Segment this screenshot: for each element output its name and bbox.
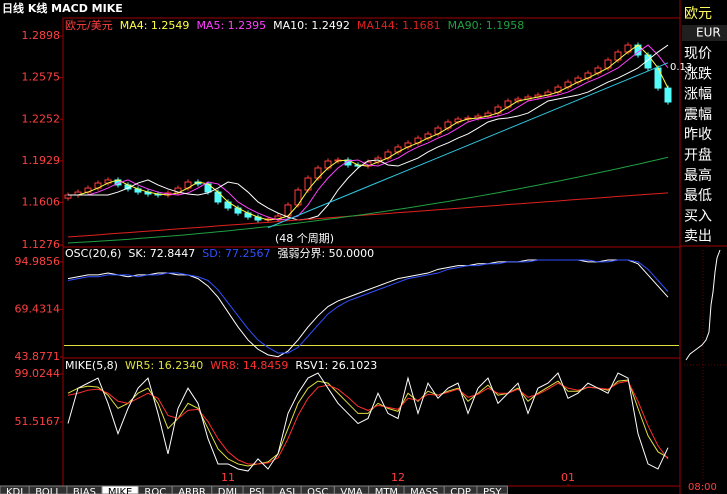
legend-entry: RSV1: 26.1023 [295, 359, 377, 372]
legend-entry: WR8: 14.8459 [210, 359, 288, 372]
legend-entry: MA10: 1.2492 [273, 19, 350, 32]
y-tick-label: 51.5167 [15, 415, 61, 428]
line-series [68, 44, 669, 221]
annotation: 0.13 [670, 62, 692, 73]
tab-label[interactable]: ROC [144, 487, 166, 494]
quote-label: 昨收 [684, 127, 712, 143]
tab-label[interactable]: MIKE [108, 487, 132, 494]
intraday-line [685, 249, 721, 361]
x-tick-label: 12 [391, 471, 405, 484]
line-series [68, 44, 669, 221]
tab[interactable]: ARBR [171, 485, 213, 494]
x-tick-label: 01 [561, 471, 575, 484]
tab[interactable]: ROC [137, 485, 173, 494]
tab[interactable]: PSY [476, 485, 508, 494]
legend-entry: MA5: 1.2395 [196, 19, 266, 32]
tab[interactable]: DMI [211, 485, 244, 494]
quote-label: 最低 [684, 188, 712, 204]
legend-entry: WR5: 16.2340 [125, 359, 203, 372]
tab-label[interactable]: VMA [340, 487, 362, 494]
tab-label[interactable]: ASI [279, 487, 295, 494]
quote-label: 涨跌 [684, 66, 712, 82]
tab-label[interactable]: BOLL [35, 487, 61, 494]
y-tick-label: 1.2575 [22, 71, 61, 84]
candle-body [654, 67, 662, 89]
line-series [67, 379, 669, 467]
tab-label[interactable]: MTM [375, 487, 398, 494]
tab-bg [476, 485, 508, 494]
tab-label[interactable]: BIAS [73, 487, 96, 494]
legend-entry: SK: 72.8447 [128, 247, 195, 260]
line-series [67, 156, 669, 244]
annotation: (48 个周期) [275, 232, 334, 245]
legend-entry: 强弱分界: 50.0000 [277, 247, 374, 260]
tab[interactable]: KDJ [0, 485, 30, 494]
y-tick-label: 1.1276 [22, 238, 61, 251]
y-tick-label: 1.1929 [22, 154, 61, 167]
legend-entry: 欧元/美元 [65, 19, 113, 32]
tab-label[interactable]: DMI [218, 487, 237, 494]
legend-entry: OSC(20,6) [65, 247, 121, 260]
y-tick-label: 43.8771 [15, 350, 61, 363]
legend-entry: MA90: 1.1958 [448, 19, 525, 32]
y-tick-label: 1.2252 [22, 112, 61, 125]
toolbar-title: 日线 K线 MACD MIKE [2, 1, 123, 15]
line-series [67, 372, 669, 472]
quote-title: 欧元 [684, 6, 712, 22]
tab[interactable]: MASS [403, 485, 445, 494]
quote-label: 最高 [684, 167, 712, 184]
line-series [267, 62, 669, 229]
line-series [67, 192, 669, 238]
y-tick-label: 1.1606 [22, 195, 61, 208]
tab[interactable]: PSL [242, 485, 274, 494]
tab-label[interactable]: OSC [307, 487, 328, 494]
tab-label[interactable]: ARBR [178, 487, 206, 494]
line-series [67, 259, 669, 354]
y-tick-label: 69.4314 [15, 302, 61, 315]
code-box [682, 25, 727, 41]
tab[interactable]: MIKE [101, 485, 139, 494]
quote-label: 现价 [684, 46, 712, 62]
tab-label[interactable]: MASS [410, 487, 438, 494]
legend-entry: SD: 77.2567 [202, 247, 270, 260]
tab[interactable]: ASI [272, 485, 302, 494]
line-series [67, 380, 669, 465]
tab-label[interactable]: PSL [249, 487, 267, 494]
tab[interactable]: MTM [368, 485, 405, 494]
legend-entry: MA144: 1.1681 [357, 19, 441, 32]
tab-label[interactable]: CDP [450, 487, 471, 494]
quote-code: EUR [696, 26, 721, 40]
quote-label: 卖出 [684, 229, 712, 245]
x-tick-label: 11 [221, 471, 235, 484]
legend-entry: MA4: 1.2549 [120, 19, 190, 32]
tab-label[interactable]: KDJ [6, 487, 23, 494]
y-tick-label: 1.2898 [22, 29, 61, 42]
y-tick-label: 99.0244 [15, 367, 61, 380]
quote-label: 开盘 [684, 147, 712, 164]
tab[interactable]: VMA [333, 485, 370, 494]
quote-label: 涨幅 [684, 87, 712, 103]
tab[interactable]: CDP [443, 485, 478, 494]
quote-label: 震幅 [684, 107, 712, 123]
tab-label[interactable]: PSY [483, 487, 502, 494]
legend-entry: MIKE(5,8) [65, 359, 118, 372]
candle-body [664, 87, 672, 103]
tab[interactable]: BIAS [66, 485, 103, 494]
line-series [68, 44, 669, 221]
tab[interactable]: BOLL [28, 485, 68, 494]
time-label: 08:00 [688, 482, 717, 493]
tab[interactable]: OSC [300, 485, 335, 494]
y-tick-label: 94.9856 [15, 255, 61, 268]
quote-label: 买入 [684, 208, 712, 224]
